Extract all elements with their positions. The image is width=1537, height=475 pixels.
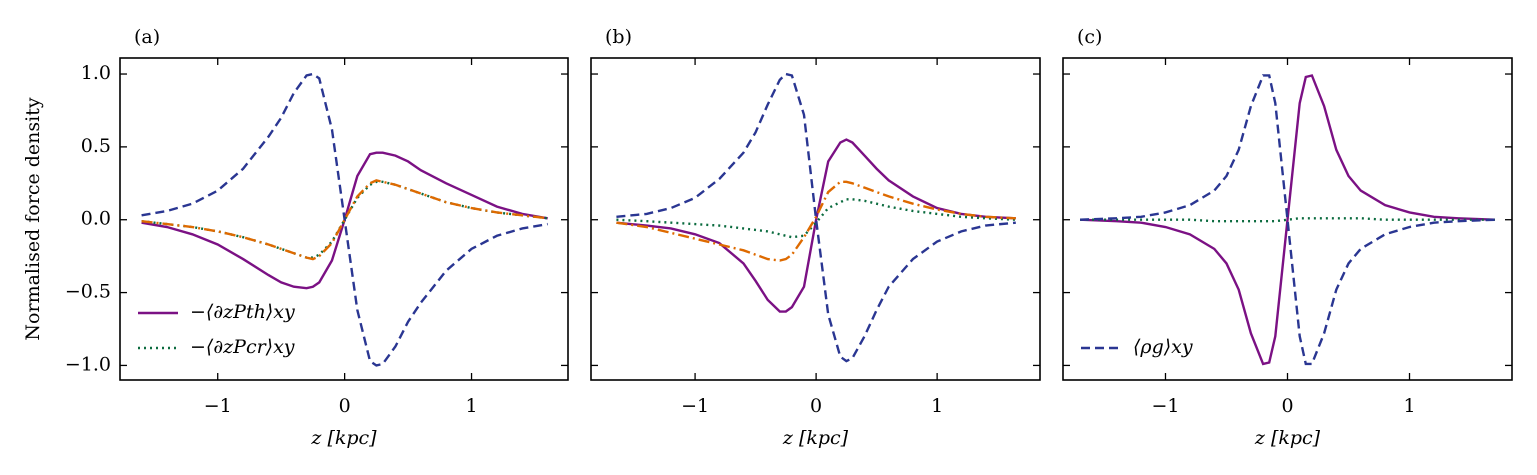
x-tick-label: 1: [931, 395, 943, 417]
x-tick-label: −1: [204, 395, 232, 417]
legend-label: −⟨∂zPth⟩xy: [190, 301, 295, 323]
legend-label: −⟨∂zPcr⟩xy: [190, 336, 295, 358]
y-axis-label: Normalised force density: [22, 97, 44, 340]
series-line: [616, 198, 1016, 239]
panel-title: (b): [605, 26, 632, 48]
panel-title: (c): [1077, 26, 1102, 48]
x-axis-label: z [kpc]: [782, 427, 849, 449]
legend-label: ⟨ρg⟩xy: [1133, 336, 1193, 358]
x-axis-label: z [kpc]: [310, 427, 377, 449]
x-tick-label: 0: [1281, 395, 1293, 417]
y-tick-label: −0.5: [65, 281, 111, 303]
series-line: [1080, 217, 1495, 223]
series-line: [141, 179, 548, 261]
axes-frame: [590, 57, 1041, 381]
x-tick-label: 0: [339, 395, 351, 417]
y-tick-label: 0.0: [81, 208, 111, 230]
x-tick-label: 1: [1403, 395, 1415, 417]
series-line: [616, 138, 1016, 313]
x-tick-label: −1: [681, 395, 709, 417]
series-line: [616, 180, 1016, 262]
y-tick-label: 0.5: [81, 135, 111, 157]
axes-frame: [119, 57, 569, 381]
series-line: [141, 72, 548, 367]
panel-title: (a): [134, 26, 160, 48]
x-tick-label: 1: [465, 395, 477, 417]
x-tick-label: 0: [810, 395, 822, 417]
y-tick-label: 1.0: [81, 62, 111, 84]
y-tick-label: −1.0: [65, 353, 111, 375]
series-line: [1080, 74, 1495, 366]
x-axis-label: z [kpc]: [1254, 427, 1321, 449]
x-tick-label: −1: [1151, 395, 1179, 417]
series-line: [616, 72, 1016, 363]
axes-frame: [1062, 57, 1513, 381]
